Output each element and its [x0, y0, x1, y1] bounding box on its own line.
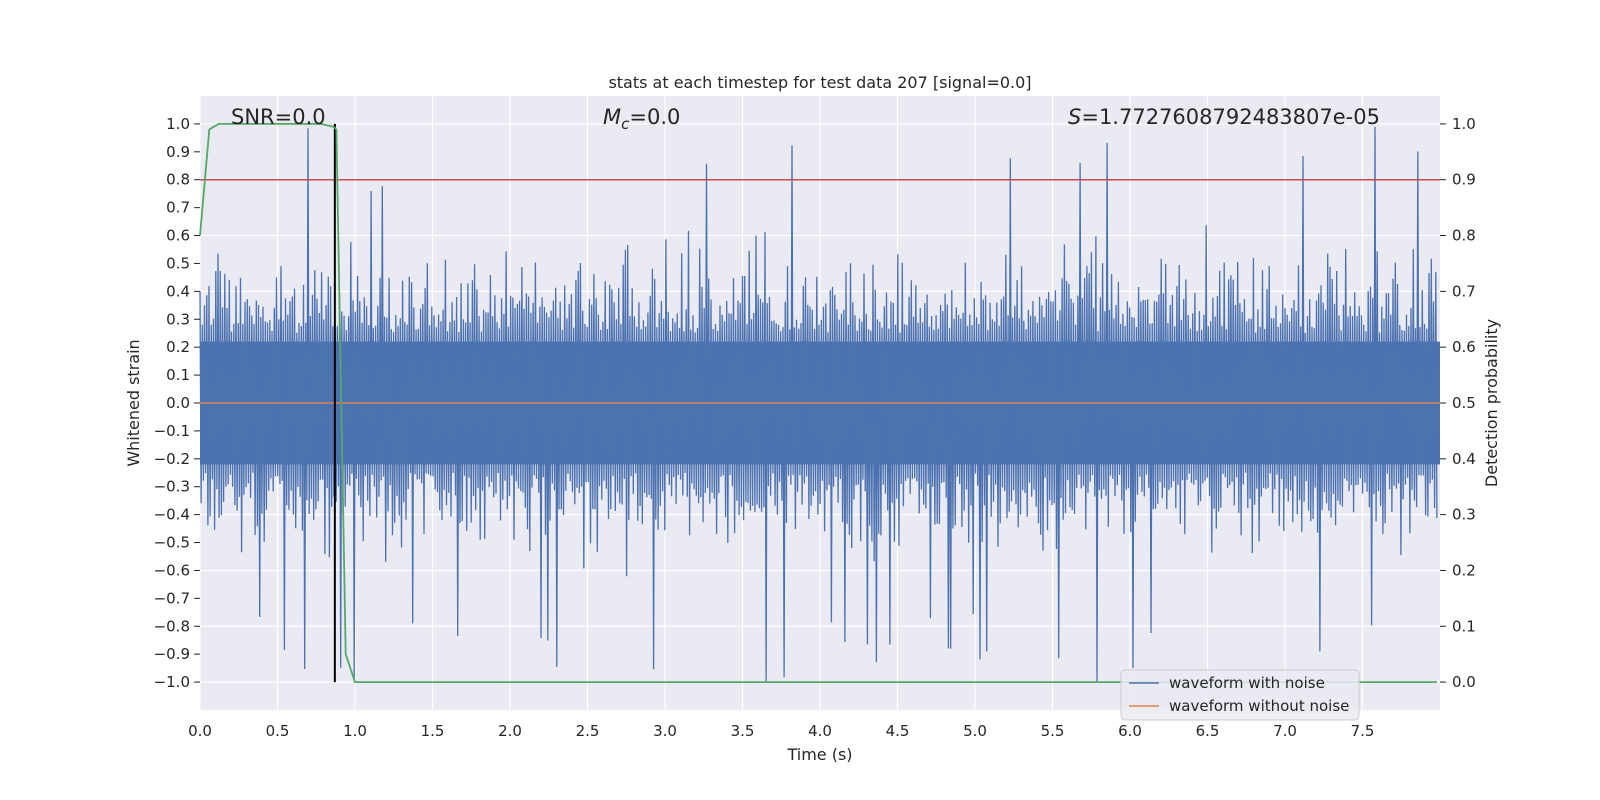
x-tick-label: 1.5	[421, 722, 445, 740]
legend-label-noise: waveform with noise	[1169, 674, 1325, 692]
y-tick-label: −0.7	[154, 589, 190, 607]
y-axis-right-title: Detection probability	[1482, 319, 1501, 487]
x-tick-label: 4.5	[886, 722, 910, 740]
y-right-tick-label: 0.2	[1452, 561, 1476, 579]
y-tick-label: 0.5	[166, 254, 190, 272]
y-tick-label: −0.3	[154, 478, 190, 496]
overlays	[199, 123, 1440, 683]
x-tick-label: 2.5	[576, 722, 600, 740]
x-tick-label: 3.5	[731, 722, 755, 740]
y-right-tick-label: 0.9	[1452, 171, 1476, 189]
x-tick-label: 4.0	[808, 722, 832, 740]
y-right-tick-label: 0.1	[1452, 617, 1476, 635]
s-value: =1.7727608792483807e-05	[1081, 105, 1380, 129]
x-tick-label: 5.5	[1041, 722, 1065, 740]
mc-subscript: c	[621, 115, 630, 133]
y-right-tick-label: 0.8	[1452, 227, 1476, 245]
chart-title: stats at each timestep for test data 207…	[608, 73, 1031, 92]
statistic-annotation: S=1.7727608792483807e-05	[1068, 105, 1380, 129]
x-tick-label: 6.0	[1118, 722, 1142, 740]
legend: waveform with noise waveform without noi…	[1120, 669, 1360, 721]
chirp-mass-annotation: Mc=0.0	[603, 105, 680, 133]
legend-label-clean: waveform without noise	[1169, 697, 1349, 715]
x-tick-label: 2.0	[498, 722, 522, 740]
y-tick-label: 0.2	[166, 338, 190, 356]
y-tick-label: 1.0	[166, 115, 190, 133]
snr-annotation: SNR=0.0	[231, 105, 326, 129]
y-tick-label: −0.9	[154, 645, 190, 663]
y-tick-label: 0.4	[166, 282, 190, 300]
y-right-tick-label: 0.0	[1452, 673, 1476, 691]
x-tick-label: 0.0	[188, 722, 212, 740]
x-tick-label: 5.0	[963, 722, 987, 740]
y-tick-label: −0.1	[154, 422, 190, 440]
y-right-tick-label: 0.4	[1452, 450, 1476, 468]
legend-box	[1120, 669, 1360, 721]
y-tick-label: −0.5	[154, 534, 190, 552]
y-tick-label: −0.6	[154, 561, 190, 579]
y-tick-label: 0.0	[166, 394, 190, 412]
y-axis-title: Whitened strain	[124, 339, 143, 466]
mc-value: =0.0	[629, 105, 680, 129]
y-tick-label: 0.1	[166, 366, 190, 384]
x-tick-label: 6.5	[1196, 722, 1220, 740]
y-right-tick-label: 0.5	[1452, 394, 1476, 412]
axes: 0.0 0.5 1.0 1.5 2.0 2.5 3.0 3.5 4.0 4.5 5.0 5.5 6.0 6…	[154, 115, 1476, 740]
y-tick-label: −0.8	[154, 617, 190, 635]
x-tick-label: 7.0	[1273, 722, 1297, 740]
x-tick-label: 0.5	[266, 722, 290, 740]
mc-symbol: M	[603, 105, 621, 129]
y-right-tick-label: 1.0	[1452, 115, 1476, 133]
x-tick-label: 3.0	[653, 722, 677, 740]
y-tick-label: −0.4	[154, 506, 190, 524]
y-tick-label: −0.2	[154, 450, 190, 468]
x-tick-label: 1.0	[343, 722, 367, 740]
noise-line	[199, 126, 1438, 682]
y-tick-label: 0.8	[166, 171, 190, 189]
s-symbol: S	[1068, 105, 1081, 129]
y-tick-label: 0.9	[166, 143, 190, 161]
y-tick-label: 0.7	[166, 199, 190, 217]
x-tick-label: 7.5	[1351, 722, 1375, 740]
y-tick-label: 0.6	[166, 227, 190, 245]
y-tick-label: −1.0	[154, 673, 190, 691]
y-right-tick-label: 0.7	[1452, 282, 1476, 300]
x-axis-title: Time (s)	[786, 745, 852, 764]
detection-probability-line	[199, 123, 1437, 683]
y-right-tick-label: 0.3	[1452, 506, 1476, 524]
y-right-tick-label: 0.6	[1452, 338, 1476, 356]
y-tick-label: 0.3	[166, 310, 190, 328]
